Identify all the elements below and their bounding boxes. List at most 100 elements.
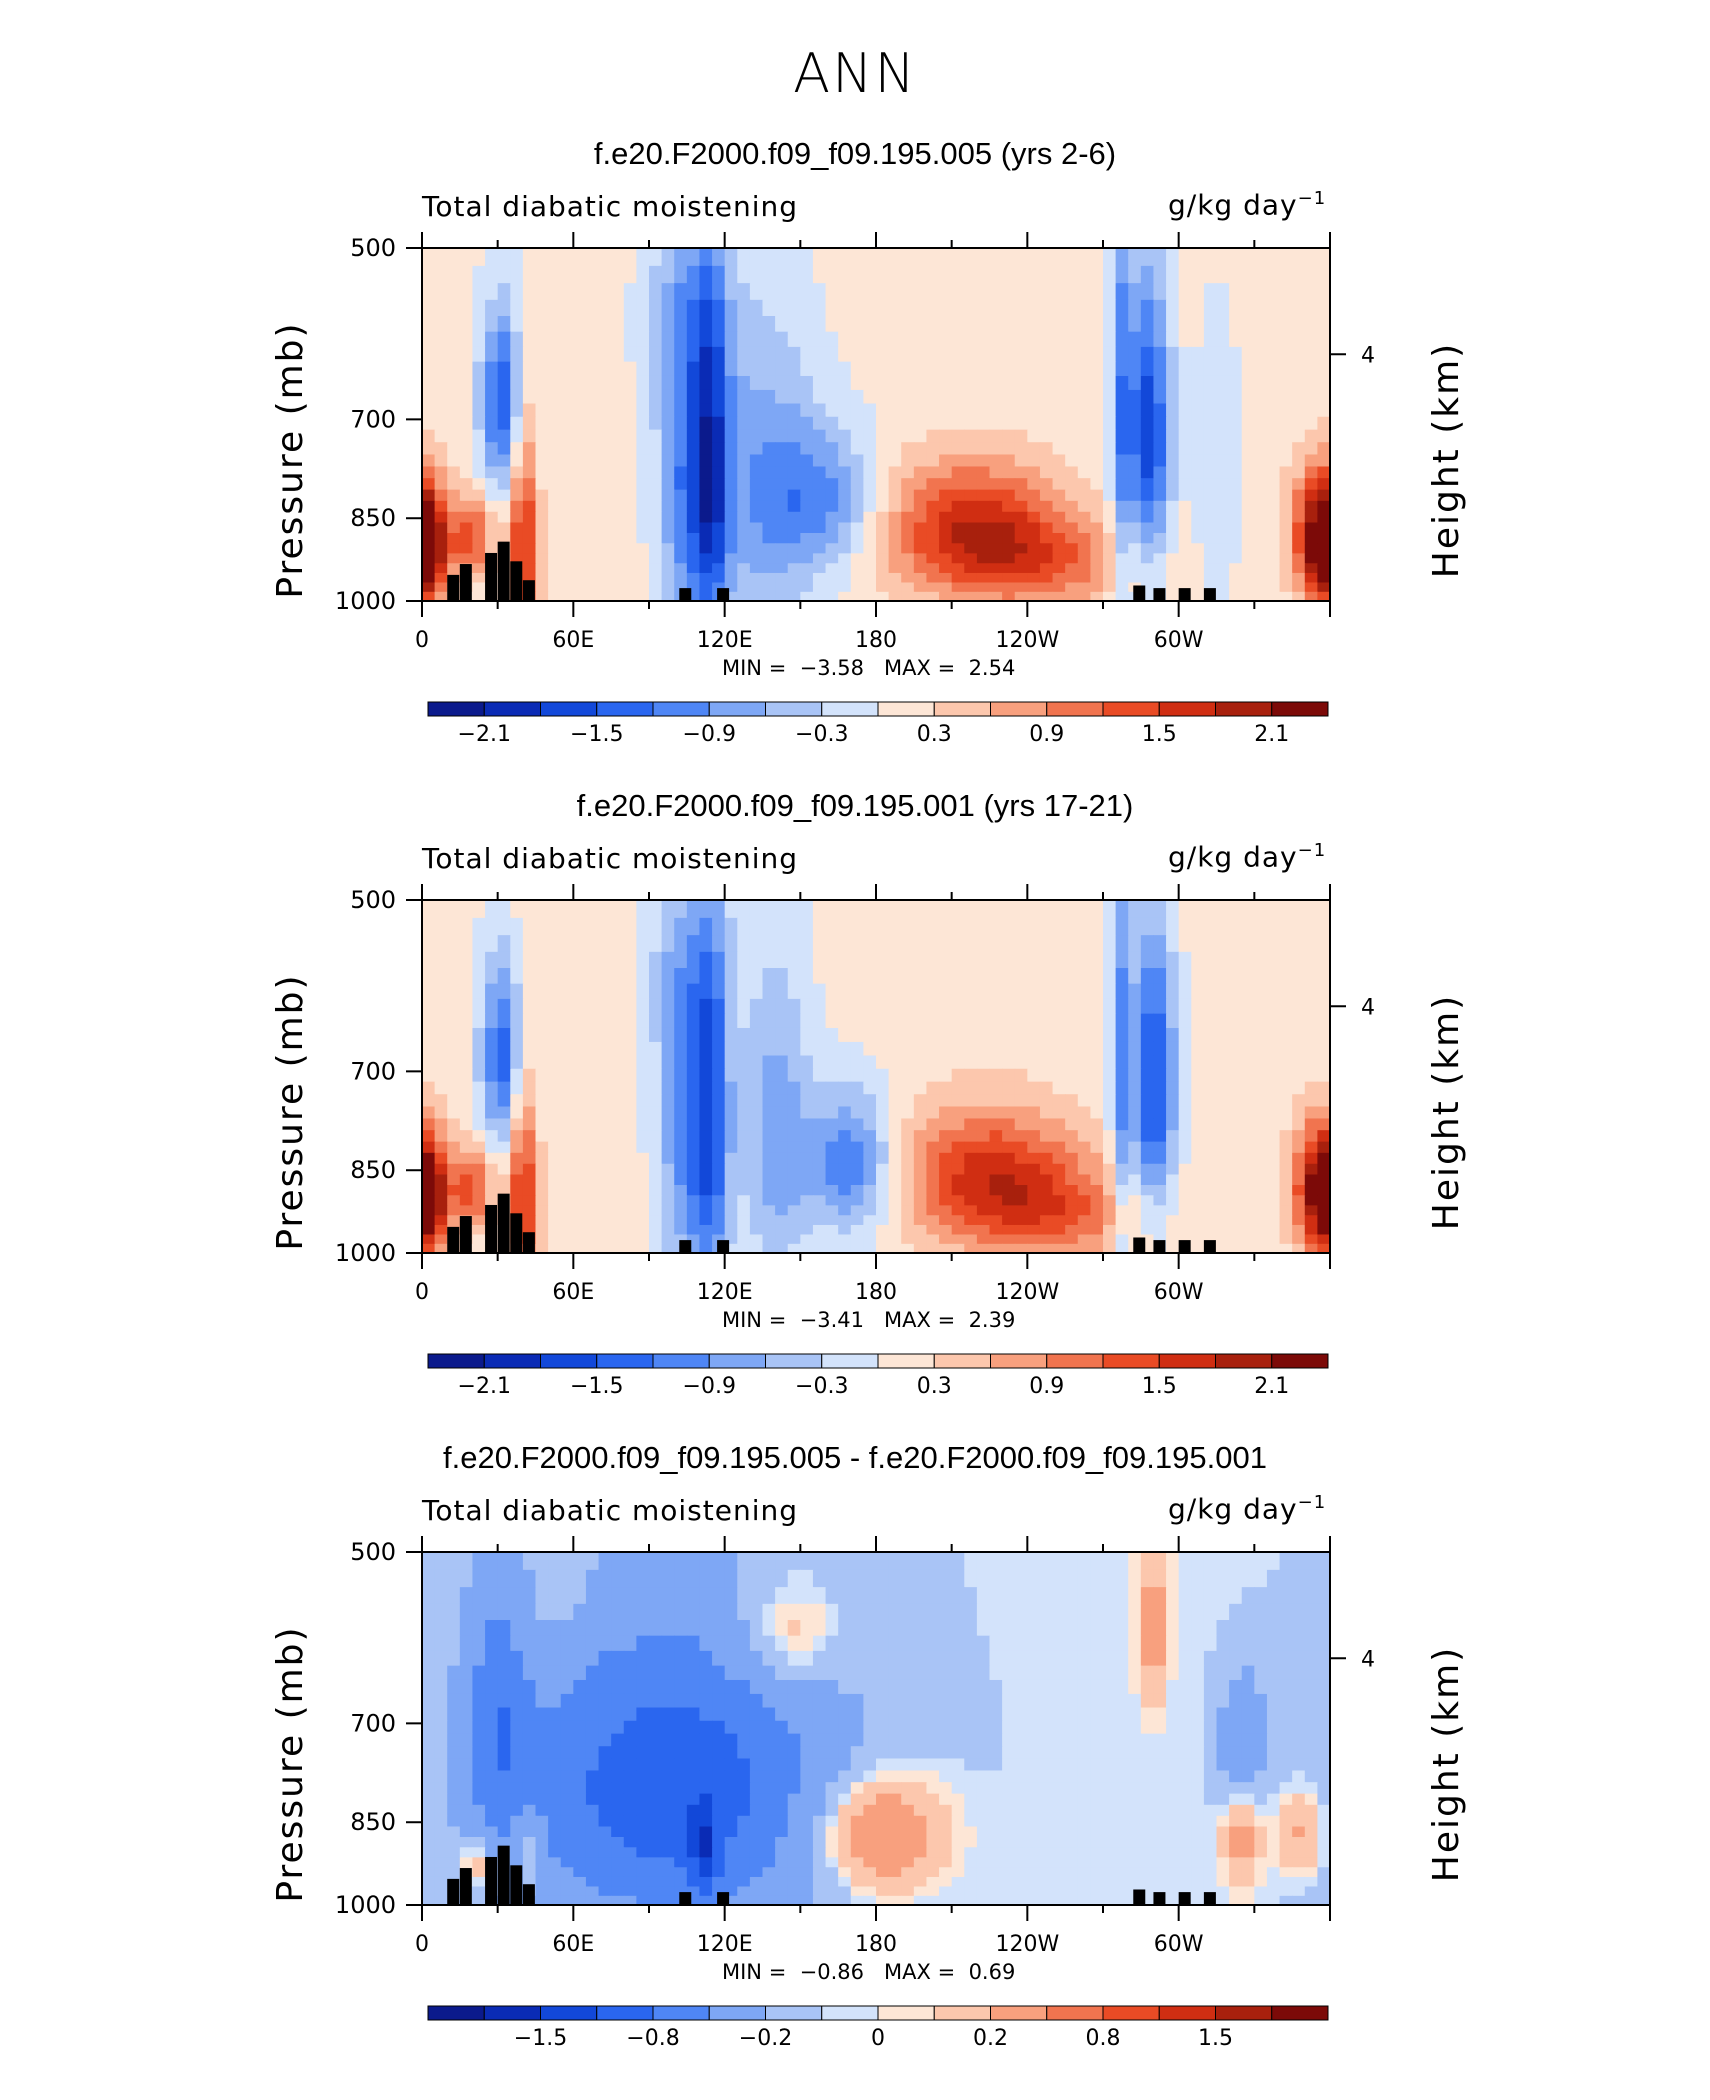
field-cell	[498, 1106, 511, 1119]
field-cell	[1280, 1225, 1293, 1235]
field-cell	[1305, 442, 1318, 455]
field-cell	[851, 533, 864, 544]
field-cell	[1254, 1185, 1267, 1196]
field-cell	[422, 1164, 435, 1175]
field-cell	[687, 501, 700, 513]
field-cell	[1053, 316, 1066, 332]
field-cell	[1065, 1069, 1078, 1082]
field-cell	[926, 1620, 939, 1636]
field-cell	[1153, 1552, 1166, 1570]
field-cell	[498, 968, 511, 984]
field-cell	[485, 533, 498, 544]
field-cell	[926, 512, 939, 523]
field-cell	[750, 347, 763, 362]
colorbar-segment	[484, 1354, 540, 1368]
field-cell	[1267, 1620, 1280, 1636]
field-cell	[1229, 900, 1242, 918]
field-cell	[939, 1636, 952, 1652]
field-cell	[561, 1708, 574, 1722]
field-cell	[662, 1082, 675, 1095]
field-cell	[674, 248, 687, 266]
field-cell	[1103, 430, 1116, 443]
field-cell	[800, 1570, 813, 1588]
field-cell	[586, 376, 599, 391]
field-cell	[573, 266, 586, 284]
field-cell	[435, 1056, 448, 1070]
field-cell	[1242, 1014, 1255, 1029]
field-cell	[536, 952, 549, 969]
field-cell	[510, 417, 523, 430]
field-cell	[649, 1153, 662, 1165]
field-cell	[826, 390, 839, 404]
field-cell	[863, 300, 876, 317]
field-cell	[422, 1587, 435, 1604]
field-cell	[599, 362, 612, 377]
field-cell	[851, 466, 864, 478]
field-cell	[1128, 900, 1141, 918]
field-cell	[1040, 1195, 1053, 1206]
field-cell	[926, 362, 939, 377]
field-cell	[851, 523, 864, 534]
field-cell	[876, 1185, 889, 1196]
field-cell	[1217, 1620, 1230, 1636]
field-cell	[1305, 478, 1318, 490]
topography-block	[1153, 1240, 1165, 1253]
field-cell	[926, 466, 939, 478]
field-cell	[1229, 1195, 1242, 1206]
field-cell	[1166, 1666, 1179, 1681]
field-cell	[687, 466, 700, 478]
field-cell	[737, 1185, 750, 1196]
field-cell	[422, 417, 435, 430]
field-cell	[725, 1604, 738, 1621]
field-cell	[800, 478, 813, 490]
field-cell	[548, 390, 561, 404]
field-cell	[990, 1604, 1003, 1621]
field-cell	[712, 1604, 725, 1621]
field-cell	[611, 1708, 624, 1722]
field-cell	[1267, 490, 1280, 502]
field-cell	[1217, 952, 1230, 969]
field-cell	[952, 1118, 965, 1130]
field-cell	[914, 1028, 927, 1043]
field-cell	[1002, 533, 1015, 544]
field-cell	[775, 283, 788, 300]
field-cell	[435, 553, 448, 563]
field-cell	[952, 1094, 965, 1107]
field-cell	[1128, 1106, 1141, 1119]
field-cell	[1254, 1094, 1267, 1107]
field-cell	[838, 1587, 851, 1604]
topography-block	[717, 588, 729, 601]
field-cell	[1191, 466, 1204, 478]
field-cell	[788, 283, 801, 300]
field-cell	[460, 1708, 473, 1722]
field-cell	[1254, 501, 1267, 513]
field-cell	[649, 1082, 662, 1095]
field-cell	[737, 1056, 750, 1070]
field-cell	[1065, 1205, 1078, 1215]
field-cell	[851, 512, 864, 523]
field-cell	[1242, 283, 1255, 300]
field-cell	[1166, 1153, 1179, 1165]
field-cell	[926, 935, 939, 952]
field-cell	[586, 248, 599, 266]
field-cell	[800, 543, 813, 554]
field-cell	[977, 417, 990, 430]
field-cell	[826, 1014, 839, 1029]
field-cell	[1078, 952, 1091, 969]
field-cell	[1317, 1175, 1330, 1186]
field-cell	[699, 442, 712, 455]
field-cell	[939, 1680, 952, 1695]
field-cell	[1191, 404, 1204, 418]
field-cell	[1040, 283, 1053, 300]
field-cell	[1204, 466, 1217, 478]
field-cell	[422, 512, 435, 523]
field-cell	[510, 918, 523, 936]
field-cell	[1090, 1094, 1103, 1107]
field-cell	[674, 935, 687, 952]
field-cell	[863, 512, 876, 523]
field-cell	[1128, 543, 1141, 554]
field-cell	[926, 1215, 939, 1225]
field-cell	[1317, 1587, 1330, 1604]
colorbar-segment	[653, 1354, 709, 1368]
field-cell	[1002, 362, 1015, 377]
